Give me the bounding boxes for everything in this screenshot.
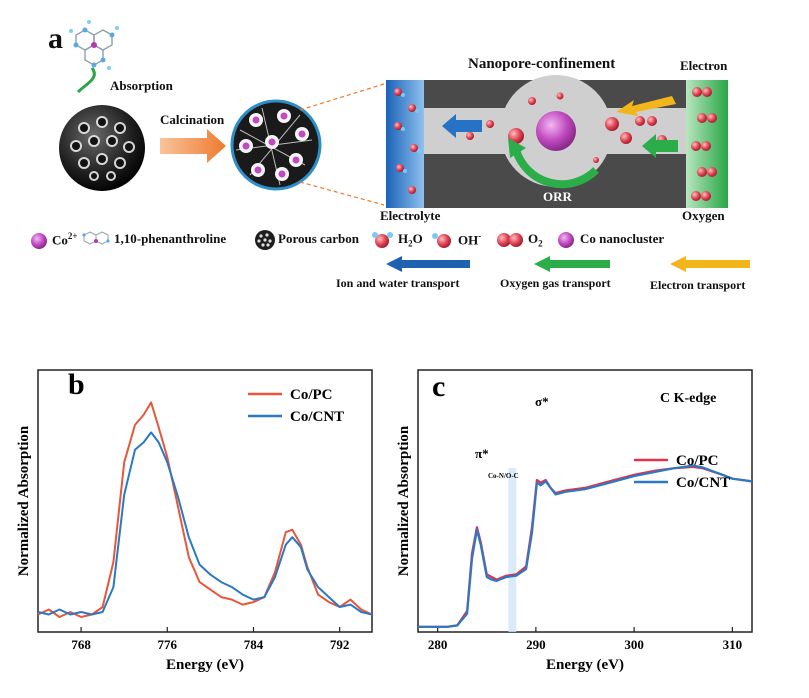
co-n-o-c-label: Co-N/O-C	[488, 472, 519, 480]
transport-arrows	[386, 256, 750, 272]
ion-transport-label: Ion and water transport	[336, 276, 460, 290]
chartB-legend-label-1: Co/CNT	[290, 409, 344, 425]
water-molecule-icon	[372, 232, 393, 248]
nanopore-diagram	[386, 75, 728, 208]
legend-oh-label: OH-	[458, 231, 482, 248]
phenanthroline-small-icon	[82, 231, 110, 245]
chartC-xtick-label-0: 280	[428, 637, 448, 652]
chartC-legend-label-0: Co/PC	[676, 453, 719, 469]
legend-h2o-label: H2O	[398, 231, 423, 249]
absorption-label: Absorption	[110, 78, 173, 93]
porous-carbon-small-icon	[255, 230, 275, 250]
chart-b: 768 776 784 792 Co/PC Co/CNT b Energy (eV) N…	[16, 368, 373, 673]
calcination-label: Calcination	[160, 112, 225, 127]
chart-c-xlabel: Energy (eV)	[546, 657, 624, 673]
ion-transport-arrow-icon	[386, 256, 470, 272]
calcination-arrow-icon	[160, 129, 226, 163]
electron-transport-label: Electron transport	[650, 278, 746, 292]
chartB-series-line-1	[37, 431, 373, 616]
chart-c-plot-frame	[417, 369, 753, 633]
legend-o2-label: O2	[528, 231, 543, 249]
c-k-edge-annotation: C K-edge	[660, 391, 716, 406]
co-loaded-carbon-sphere-icon	[230, 99, 322, 191]
panel-a-scheme	[59, 20, 728, 208]
sigma-star-label: σ*	[535, 394, 549, 409]
oxygen-transport-arrow-icon	[534, 256, 610, 272]
co-n-o-c-highlight-band	[508, 468, 517, 632]
chartC-xtick-label-3: 310	[723, 637, 743, 652]
orr-label: ORR	[543, 189, 572, 204]
hydroxide-icon	[432, 233, 451, 248]
legend-row: Co2+ 1,10-phenanthroline Porous carbon H…	[18, 228, 808, 252]
co-nanocluster-icon	[558, 232, 574, 248]
chartB-series-line-0	[37, 401, 373, 618]
phenanthroline-molecule-icon	[69, 20, 119, 70]
chartC-xtick-label-1: 290	[526, 637, 546, 652]
legend-porous-label: Porous carbon	[278, 231, 360, 246]
chart-c-ylabel: Normalized Absorption	[396, 425, 412, 576]
oxygen-transport-label: Oxygen gas transport	[500, 276, 611, 290]
chartC-series-line-1	[418, 464, 753, 628]
oxygen-label: Oxygen	[682, 208, 725, 223]
oxygen-molecule-icon	[497, 233, 523, 247]
chartB-xtick-label-0: 768	[71, 637, 91, 652]
chart-b-xlabel: Energy (eV)	[166, 657, 244, 673]
chartB-xtick-label-1: 776	[158, 637, 178, 652]
chartC-legend-label-1: Co/CNT	[676, 475, 730, 491]
nanopore-title: Nanopore-confinement	[468, 56, 616, 72]
legend-phen-label: 1,10-phenanthroline	[114, 231, 227, 246]
chart-b-letter: b	[68, 368, 85, 401]
cobalt-ion-icon	[31, 233, 47, 249]
electron-transport-arrow-icon	[670, 256, 750, 272]
electrolyte-label: Electrolyte	[380, 208, 441, 223]
chartB-xtick-label-2: 784	[244, 637, 264, 652]
porous-carbon-ball-icon	[59, 105, 145, 191]
electron-label: Electron	[680, 58, 728, 73]
chartB-xtick-label-3: 792	[330, 637, 350, 652]
chart-c: 280 290 300 310 Co/PC Co/CNT c C K-edge π* C…	[396, 369, 753, 673]
panel-letter-a: a	[48, 22, 63, 55]
chartC-xtick-label-2: 300	[624, 637, 644, 652]
chartB-legend-label-0: Co/PC	[290, 387, 333, 403]
legend-co-label: Co2+	[52, 231, 78, 248]
chart-b-ylabel: Normalized Absorption	[16, 425, 32, 576]
chart-c-letter: c	[432, 370, 445, 403]
pi-star-label: π*	[475, 446, 489, 461]
legend-cocluster-label: Co nanocluster	[580, 231, 665, 246]
